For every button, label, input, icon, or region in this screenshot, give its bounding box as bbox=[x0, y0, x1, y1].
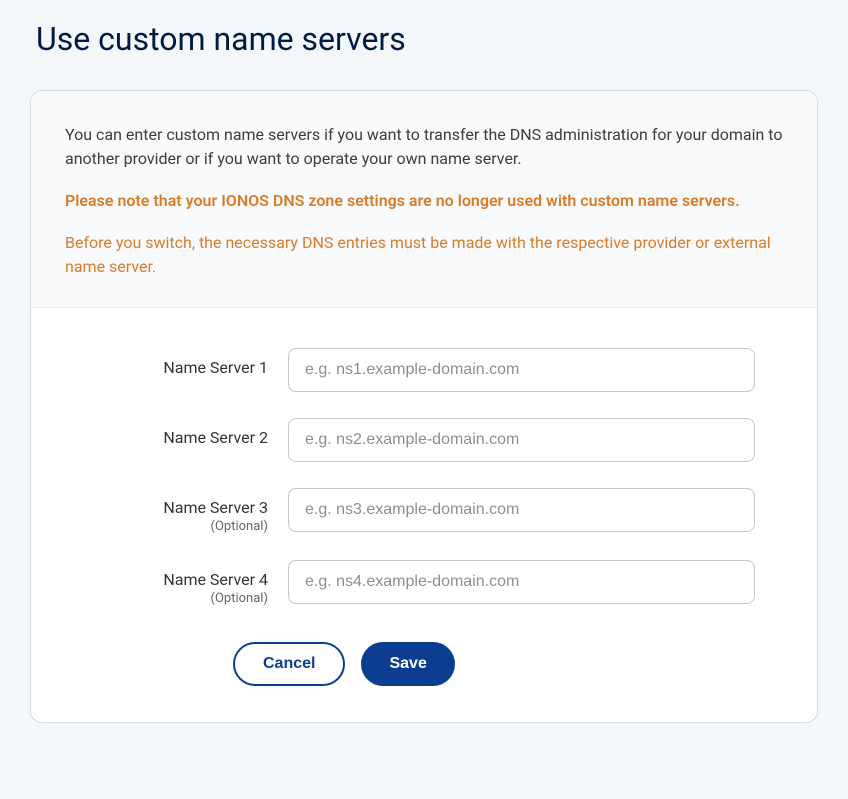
nameserver-card: You can enter custom name servers if you… bbox=[30, 90, 818, 723]
info-section: You can enter custom name servers if you… bbox=[31, 91, 817, 308]
info-description: You can enter custom name servers if you… bbox=[65, 123, 783, 171]
page-title: Use custom name servers bbox=[0, 0, 848, 90]
nameserver-2-label: Name Server 2 bbox=[93, 428, 268, 447]
nameserver-row-3: Name Server 3 (Optional) bbox=[93, 488, 755, 534]
button-row: Cancel Save bbox=[93, 642, 755, 686]
info-warning-bold: Please note that your IONOS DNS zone set… bbox=[65, 189, 783, 213]
nameserver-row-4: Name Server 4 (Optional) bbox=[93, 560, 755, 606]
nameserver-1-label: Name Server 1 bbox=[93, 358, 268, 377]
save-button[interactable]: Save bbox=[361, 642, 454, 686]
nameserver-1-input[interactable] bbox=[288, 348, 755, 392]
nameserver-4-label: Name Server 4 bbox=[93, 570, 268, 589]
nameserver-3-input[interactable] bbox=[288, 488, 755, 532]
nameserver-3-label: Name Server 3 bbox=[93, 498, 268, 517]
cancel-button[interactable]: Cancel bbox=[233, 642, 345, 686]
nameserver-row-1: Name Server 1 bbox=[93, 348, 755, 392]
nameserver-4-optional: (Optional) bbox=[93, 591, 268, 606]
nameserver-2-input[interactable] bbox=[288, 418, 755, 462]
form-section: Name Server 1 Name Server 2 Name Server … bbox=[31, 308, 817, 722]
nameserver-4-input[interactable] bbox=[288, 560, 755, 604]
nameserver-row-2: Name Server 2 bbox=[93, 418, 755, 462]
nameserver-3-optional: (Optional) bbox=[93, 519, 268, 534]
info-warning-note: Before you switch, the necessary DNS ent… bbox=[65, 231, 783, 279]
